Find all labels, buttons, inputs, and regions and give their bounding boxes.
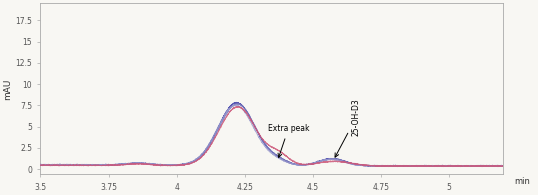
Text: Extra peak: Extra peak [267,124,309,157]
Text: min: min [514,177,530,186]
Y-axis label: mAU: mAU [3,78,12,99]
Text: 25-OH-D3: 25-OH-D3 [335,98,361,157]
